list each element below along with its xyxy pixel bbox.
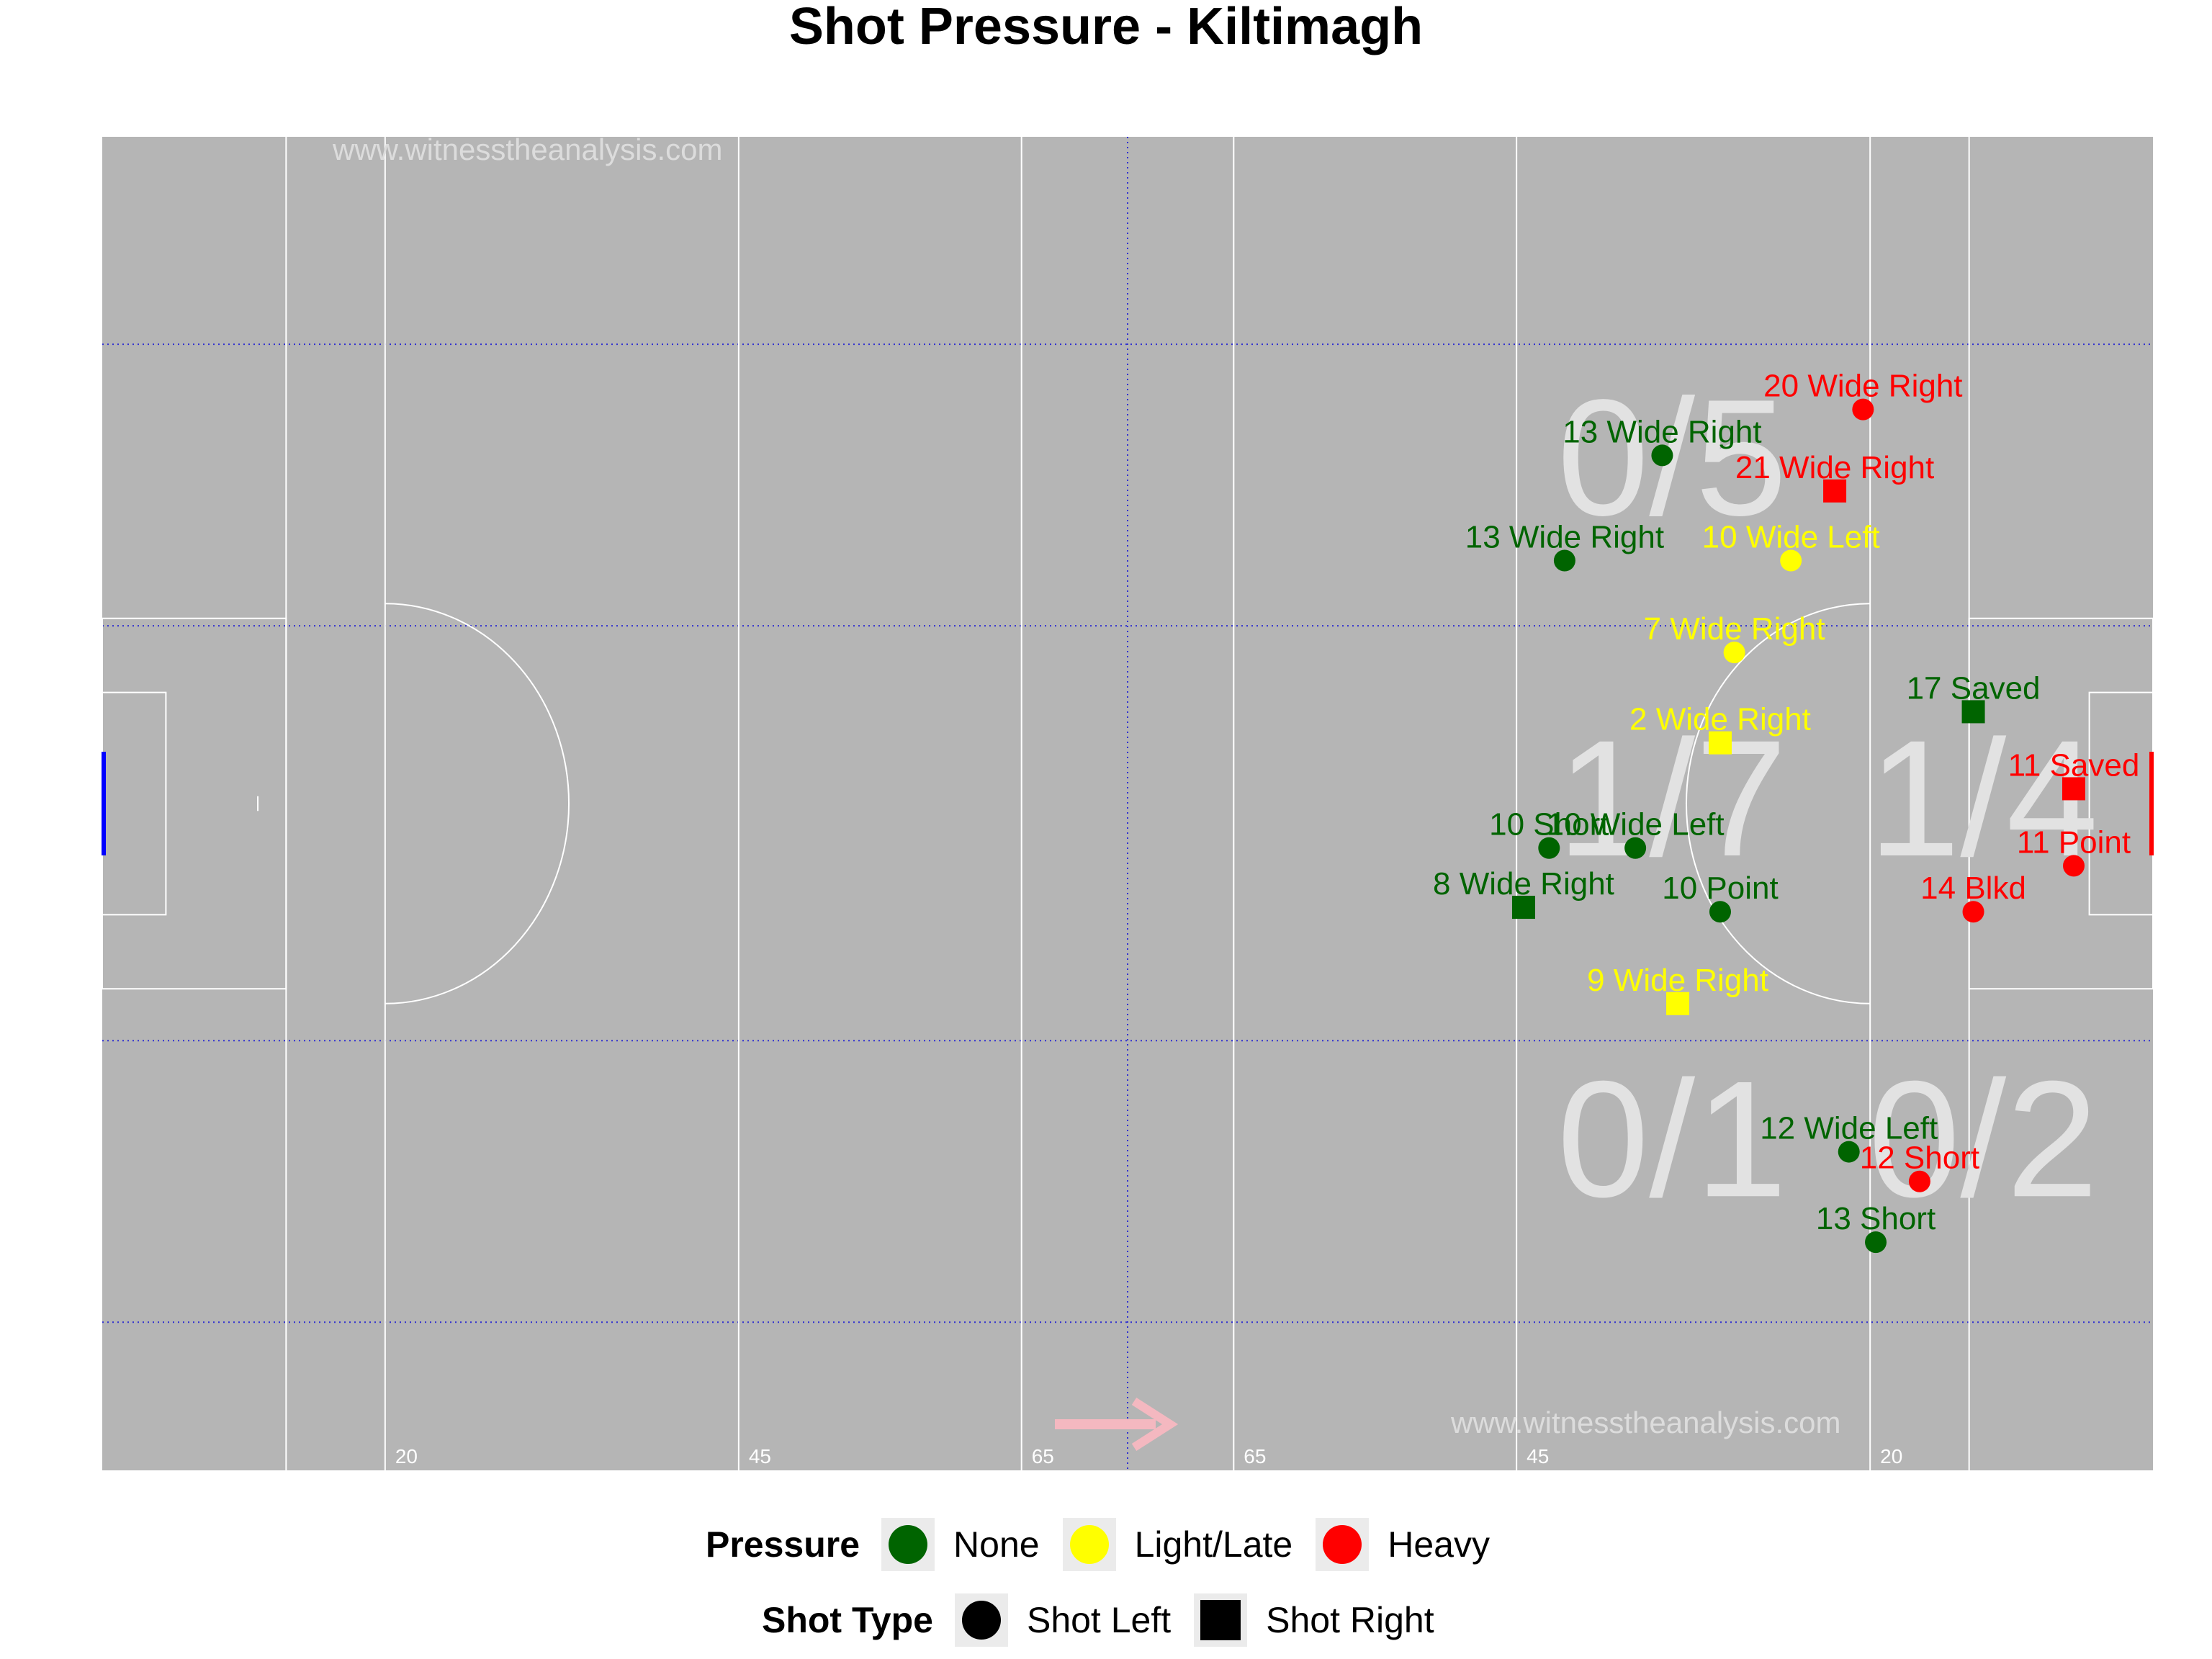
shot-point-square [1708, 731, 1732, 755]
zone-label: 1/7 [1557, 706, 1787, 891]
legend-pressure: Pressure None Light/Late Heavy [706, 1512, 1513, 1577]
shot-label: 10 Wide Left [1547, 807, 1725, 842]
legend-type-title: Shot Type [762, 1600, 933, 1640]
shot-point-square [1666, 992, 1690, 1015]
legend-label-shot-right: Shot Right [1266, 1600, 1434, 1640]
watermark-top: www.witnesstheanalysis.com [332, 132, 723, 166]
shot-point-circle [2063, 855, 2085, 877]
legend-shot-type: Shot Type Shot Left Shot Right [762, 1588, 1457, 1653]
legend-key-heavy [1316, 1518, 1370, 1571]
shot-label: 7 Wide Right [1644, 611, 1825, 647]
legend-pressure-title: Pressure [706, 1524, 860, 1565]
shot-label: 12 Short [1860, 1141, 1979, 1176]
shot-point-square [1511, 896, 1535, 920]
left-arc [385, 603, 570, 1004]
shot-label: 21 Wide Right [1735, 450, 1934, 485]
distance-marker: 65 [1244, 1445, 1266, 1467]
shot-label: 10 Short [1489, 807, 1609, 842]
distance-marker: 20 [395, 1445, 418, 1467]
red-dot-icon [1323, 1525, 1362, 1564]
shot-point-circle [1852, 398, 1874, 421]
shot-label: 11 Point [2017, 824, 2131, 860]
distance-marker: 20 [1880, 1445, 1902, 1467]
shot-label: 11 Saved [2008, 747, 2140, 783]
shot-point-circle [1838, 1141, 1860, 1163]
shot-label: 13 Short [1816, 1201, 1936, 1236]
chart-title: Shot Pressure - Kiltimagh [788, 0, 1424, 55]
yellow-dot-icon [1069, 1525, 1109, 1564]
shot-point-square [1961, 700, 1985, 724]
legend-label-none: None [953, 1524, 1040, 1565]
distance-marker: 65 [1032, 1445, 1054, 1467]
zone-label: 1/4 [1868, 706, 2098, 891]
watermark-bottom: www.witnesstheanalysis.com [1450, 1406, 1841, 1439]
legend-key-light [1062, 1518, 1116, 1571]
legend-label-shot-left: Shot Left [1026, 1600, 1172, 1640]
square-icon [1200, 1600, 1241, 1640]
green-dot-icon [889, 1525, 928, 1564]
direction-arrow-icon [1131, 1397, 1179, 1452]
shot-label: 17 Saved [1907, 670, 2041, 706]
shot-label: 2 Wide Right [1629, 702, 1811, 737]
legend-label-heavy: Heavy [1388, 1524, 1490, 1565]
legend-key-none [881, 1518, 935, 1571]
shot-label: 13 Wide Right [1563, 414, 1761, 449]
legend-label-light: Light/Late [1134, 1524, 1293, 1565]
legend-key-shot-left [954, 1593, 1008, 1647]
shot-point-circle [1538, 837, 1560, 859]
circle-icon [961, 1601, 1001, 1640]
distance-marker: 45 [1527, 1445, 1549, 1467]
legend-key-shot-right [1194, 1593, 1248, 1647]
zone-label: 0/1 [1557, 1046, 1787, 1231]
shot-label: 12 Wide Left [1760, 1111, 1938, 1146]
shot-point-circle [1865, 1231, 1887, 1254]
zone-label: 0/2 [1868, 1046, 2098, 1231]
shot-label: 9 Wide Right [1587, 963, 1768, 998]
shot-label: 10 Wide Left [1702, 520, 1880, 555]
shot-point-circle [1908, 1170, 1930, 1192]
shot-point-circle [1780, 549, 1802, 572]
shot-label: 13 Wide Right [1465, 520, 1664, 555]
shot-label: 14 Blkd [1920, 871, 2026, 906]
shot-label: 20 Wide Right [1763, 369, 1962, 404]
shot-point-square [2062, 777, 2086, 801]
shot-label: 10 Point [1662, 871, 1778, 906]
shot-label: 8 Wide Right [1433, 866, 1614, 902]
pitch-plot: 20 45 65 65 45 20 0/51/7 1/40/1 0/2 www.witness… [102, 132, 2154, 1470]
shot-point-circle [1709, 901, 1731, 923]
right-arc [1685, 603, 1871, 1004]
shot-point-circle [1962, 901, 1984, 923]
distance-marker: 45 [749, 1445, 771, 1467]
shot-point-square [1823, 479, 1847, 503]
shot-point-circle [1553, 549, 1575, 572]
shot-point-circle [1723, 642, 1745, 664]
shot-point-circle [1624, 837, 1647, 859]
shot-point-circle [1651, 444, 1673, 467]
